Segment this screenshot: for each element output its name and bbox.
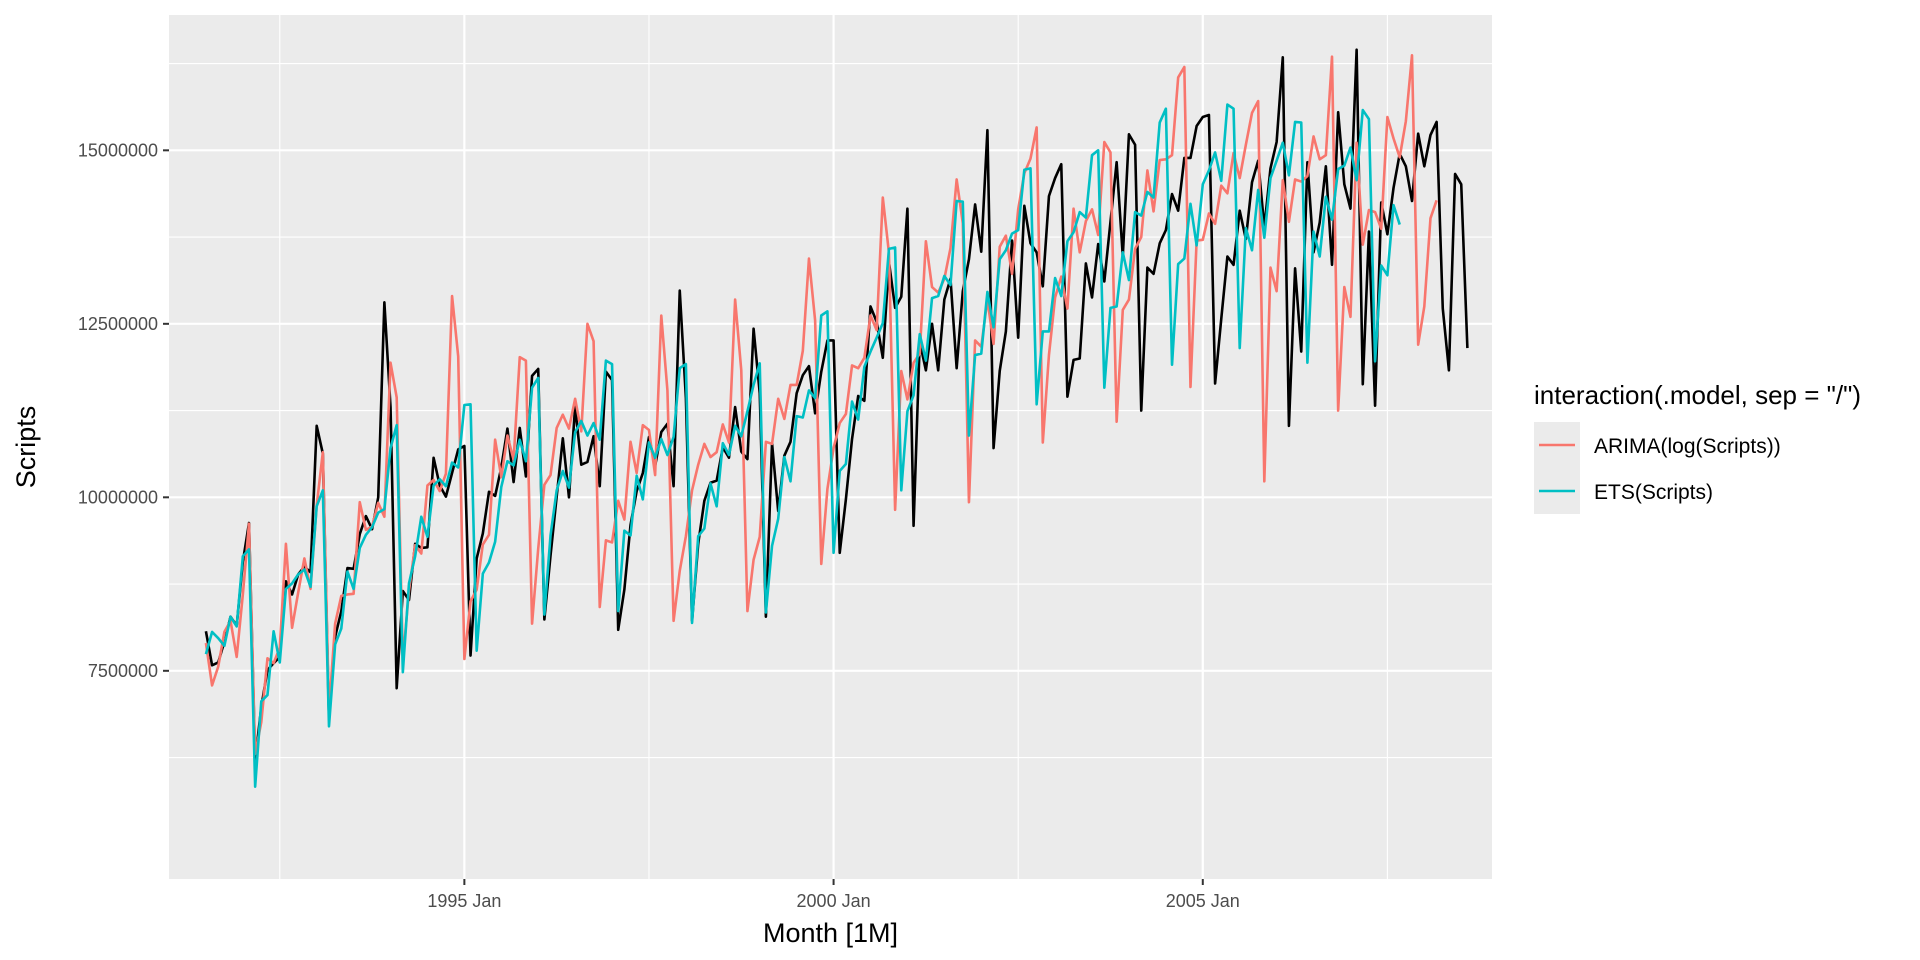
x-axis: 1995 Jan 2000 Jan 2005 Jan	[427, 879, 1240, 911]
x-axis-title: Month [1M]	[763, 918, 898, 948]
legend-entries: ARIMA(log(Scripts)) ETS(Scripts)	[1534, 422, 1781, 514]
series-line-ets	[204, 103, 1401, 789]
y-tick-label: 12500000	[78, 314, 158, 334]
x-tick-label: 1995 Jan	[427, 891, 501, 911]
y-axis: 7500000 10000000 12500000 15000000	[78, 140, 169, 681]
legend: interaction(.model, sep = "/") ARIMA(log…	[1534, 380, 1861, 514]
x-tick-label: 2000 Jan	[797, 891, 871, 911]
y-axis-title: Scripts	[11, 406, 41, 489]
x-tick-label: 2005 Jan	[1166, 891, 1240, 911]
series-lines	[204, 48, 1469, 789]
legend-label: ARIMA(log(Scripts))	[1594, 435, 1781, 458]
legend-label: ETS(Scripts)	[1594, 481, 1713, 504]
y-tick-label: 7500000	[88, 661, 158, 681]
legend-title: interaction(.model, sep = "/")	[1534, 380, 1861, 410]
y-tick-label: 15000000	[78, 140, 158, 160]
y-tick-label: 10000000	[78, 487, 158, 507]
